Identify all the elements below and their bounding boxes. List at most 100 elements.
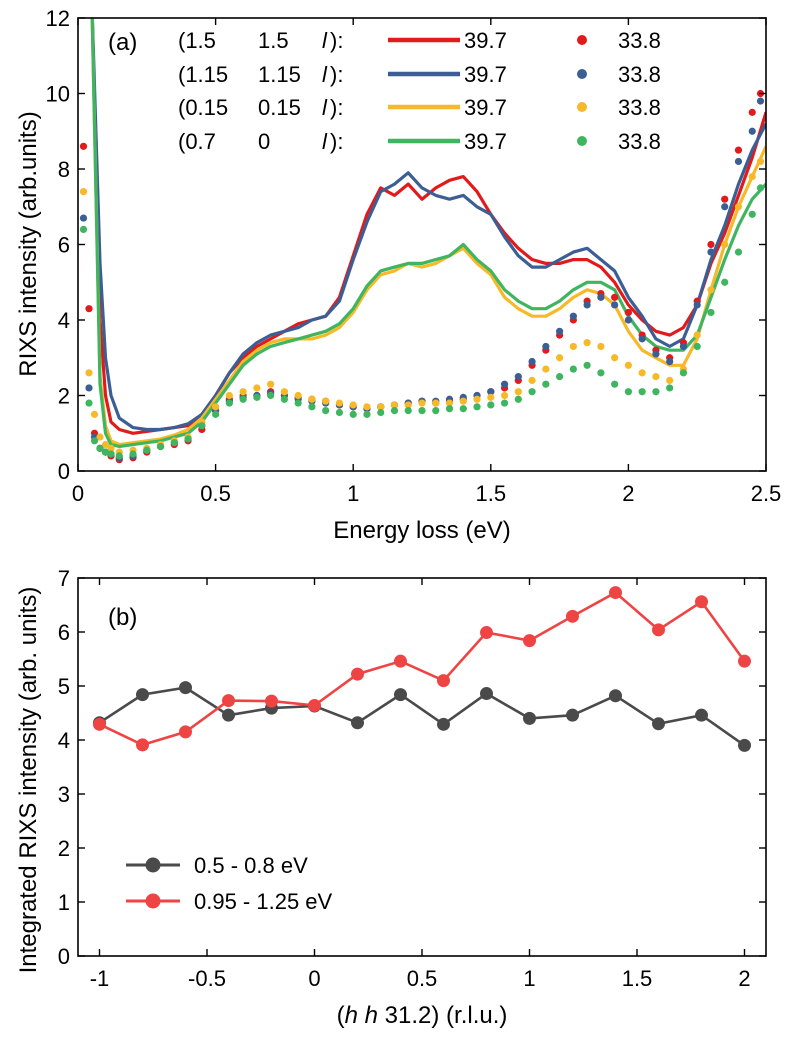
spectrum-dot <box>390 407 399 415</box>
legend-row-4-dot-swatch <box>577 136 587 146</box>
spectrum-dot <box>500 399 509 407</box>
spectrum-dot <box>363 410 371 418</box>
spectrum-dot <box>500 380 509 388</box>
spectrum-dot <box>473 395 481 403</box>
x-tick-label: 0 <box>308 966 320 991</box>
spectrum-dot <box>85 399 93 407</box>
spectrum-dot <box>756 184 765 192</box>
legend-row-1-dot-swatch <box>577 35 587 45</box>
spectrum-dot <box>322 407 330 415</box>
x-tick-label: 1 <box>523 966 535 991</box>
spectrum-dot <box>611 301 619 309</box>
spectrum-dot <box>96 444 104 452</box>
legend-row-1-l: l <box>322 28 328 53</box>
spectrum-dot <box>756 157 765 166</box>
integrated-point <box>394 688 407 702</box>
spectrum-dot <box>280 388 288 396</box>
legend-row-3: (0.15 0.15 l ): 39.7 33.8 <box>178 95 661 120</box>
spectrum-dot <box>666 357 674 366</box>
spectrum-dot <box>721 195 729 203</box>
spectrum-dot <box>734 248 743 256</box>
spectrum-dot <box>308 403 316 411</box>
legend-row-2-h: (1.15 <box>178 62 228 87</box>
spectrum-dot <box>652 350 660 358</box>
panel-b-label: (b) <box>108 604 137 631</box>
spectrum-dot <box>459 405 467 413</box>
legend-row-2: (1.15 1.15 l ): 39.7 33.8 <box>178 62 661 87</box>
panel-a-x-axis-title: Energy loss (eV) <box>333 517 510 544</box>
y-tick-label: 3 <box>58 782 70 807</box>
spectrum-dot <box>239 388 247 396</box>
spectrum-dot <box>528 388 536 396</box>
spectrum-dot <box>487 393 495 401</box>
panel-a-legend: (1.5 1.5 l ): 39.7 33.8 (1.15 1.15 l ): … <box>178 28 661 154</box>
spectrum-dot <box>101 448 110 456</box>
spectrum-dot <box>528 376 536 384</box>
integrated-point <box>480 626 493 640</box>
panel-a-label: (a) <box>108 29 137 56</box>
spectrum-dot <box>267 380 275 388</box>
spectrum-dot <box>707 286 715 294</box>
legend-series-1-marker <box>145 857 161 873</box>
spectrum-dot <box>624 388 633 396</box>
spectrum-dot <box>473 403 481 411</box>
legend-series-2-marker <box>145 893 161 909</box>
spectrum-dot <box>679 369 688 377</box>
spectrum-dot <box>721 240 729 249</box>
spectrum-dot <box>652 373 660 381</box>
spectrum-dot <box>156 442 165 451</box>
y-tick-label: 12 <box>46 6 70 31</box>
spectrum-dot <box>96 433 104 441</box>
y-tick-label: 2 <box>58 384 70 409</box>
spectrum-dot <box>308 395 316 403</box>
spectrum-dot <box>638 369 646 377</box>
spectrum-dot <box>569 342 577 351</box>
spectrum-dot <box>432 399 440 407</box>
spectrum-dot <box>693 331 701 339</box>
spectrum-dot <box>624 361 633 369</box>
spectrum-dot <box>101 440 110 449</box>
spectrum-dot <box>693 301 701 309</box>
spectrum-dot <box>734 146 743 154</box>
panel-a-y-ticks: 0 2 4 6 8 10 12 <box>46 6 766 484</box>
legend-row-4-line-label: 39.7 <box>464 129 507 154</box>
legend-row-4-close: ): <box>330 129 343 154</box>
x-tick-label: -0.5 <box>188 966 226 991</box>
spectrum-dot <box>583 361 591 369</box>
spectrum-dot <box>734 157 743 166</box>
spectrum-dot <box>638 335 646 343</box>
integrated-point <box>351 667 364 681</box>
legend-row-3-h: (0.15 <box>178 95 228 120</box>
spectrum-dot <box>107 444 115 452</box>
integrated-point <box>179 681 192 695</box>
legend-series-1-label: 0.5 - 0.8 eV <box>194 853 308 878</box>
y-tick-label: 10 <box>46 82 70 107</box>
integrated-point <box>738 654 751 668</box>
x-tick-label: 2 <box>622 481 634 506</box>
integrated-point <box>351 716 364 730</box>
spectrum-dot <box>143 446 151 454</box>
spectrum-dot <box>528 357 536 366</box>
y-tick-label: 2 <box>58 836 70 861</box>
integrated-point <box>609 586 622 600</box>
panel-b-y-ticks: 0 1 2 3 4 5 6 7 <box>58 566 766 969</box>
spectrum-dot <box>542 365 550 373</box>
integrated-point <box>695 595 708 609</box>
spectrum-dot <box>253 384 261 392</box>
integrated-point <box>652 623 665 637</box>
spectrum-dot <box>212 410 220 418</box>
spectrum-dot <box>569 312 577 320</box>
spectrum-dot <box>556 327 564 335</box>
spectrum-dot <box>363 403 371 411</box>
spectrum-line-3 <box>90 18 766 449</box>
spectrum-dot <box>79 214 88 222</box>
spectrum-dot <box>721 278 729 286</box>
spectrum-line-2 <box>90 18 766 447</box>
spectrum-dot <box>404 407 412 415</box>
y-tick-label: 4 <box>58 728 70 753</box>
x-tick-label: 2 <box>738 966 750 991</box>
integrated-point <box>609 689 622 703</box>
panel-a-plot-area <box>79 18 766 464</box>
spectrum-dot <box>267 391 275 400</box>
